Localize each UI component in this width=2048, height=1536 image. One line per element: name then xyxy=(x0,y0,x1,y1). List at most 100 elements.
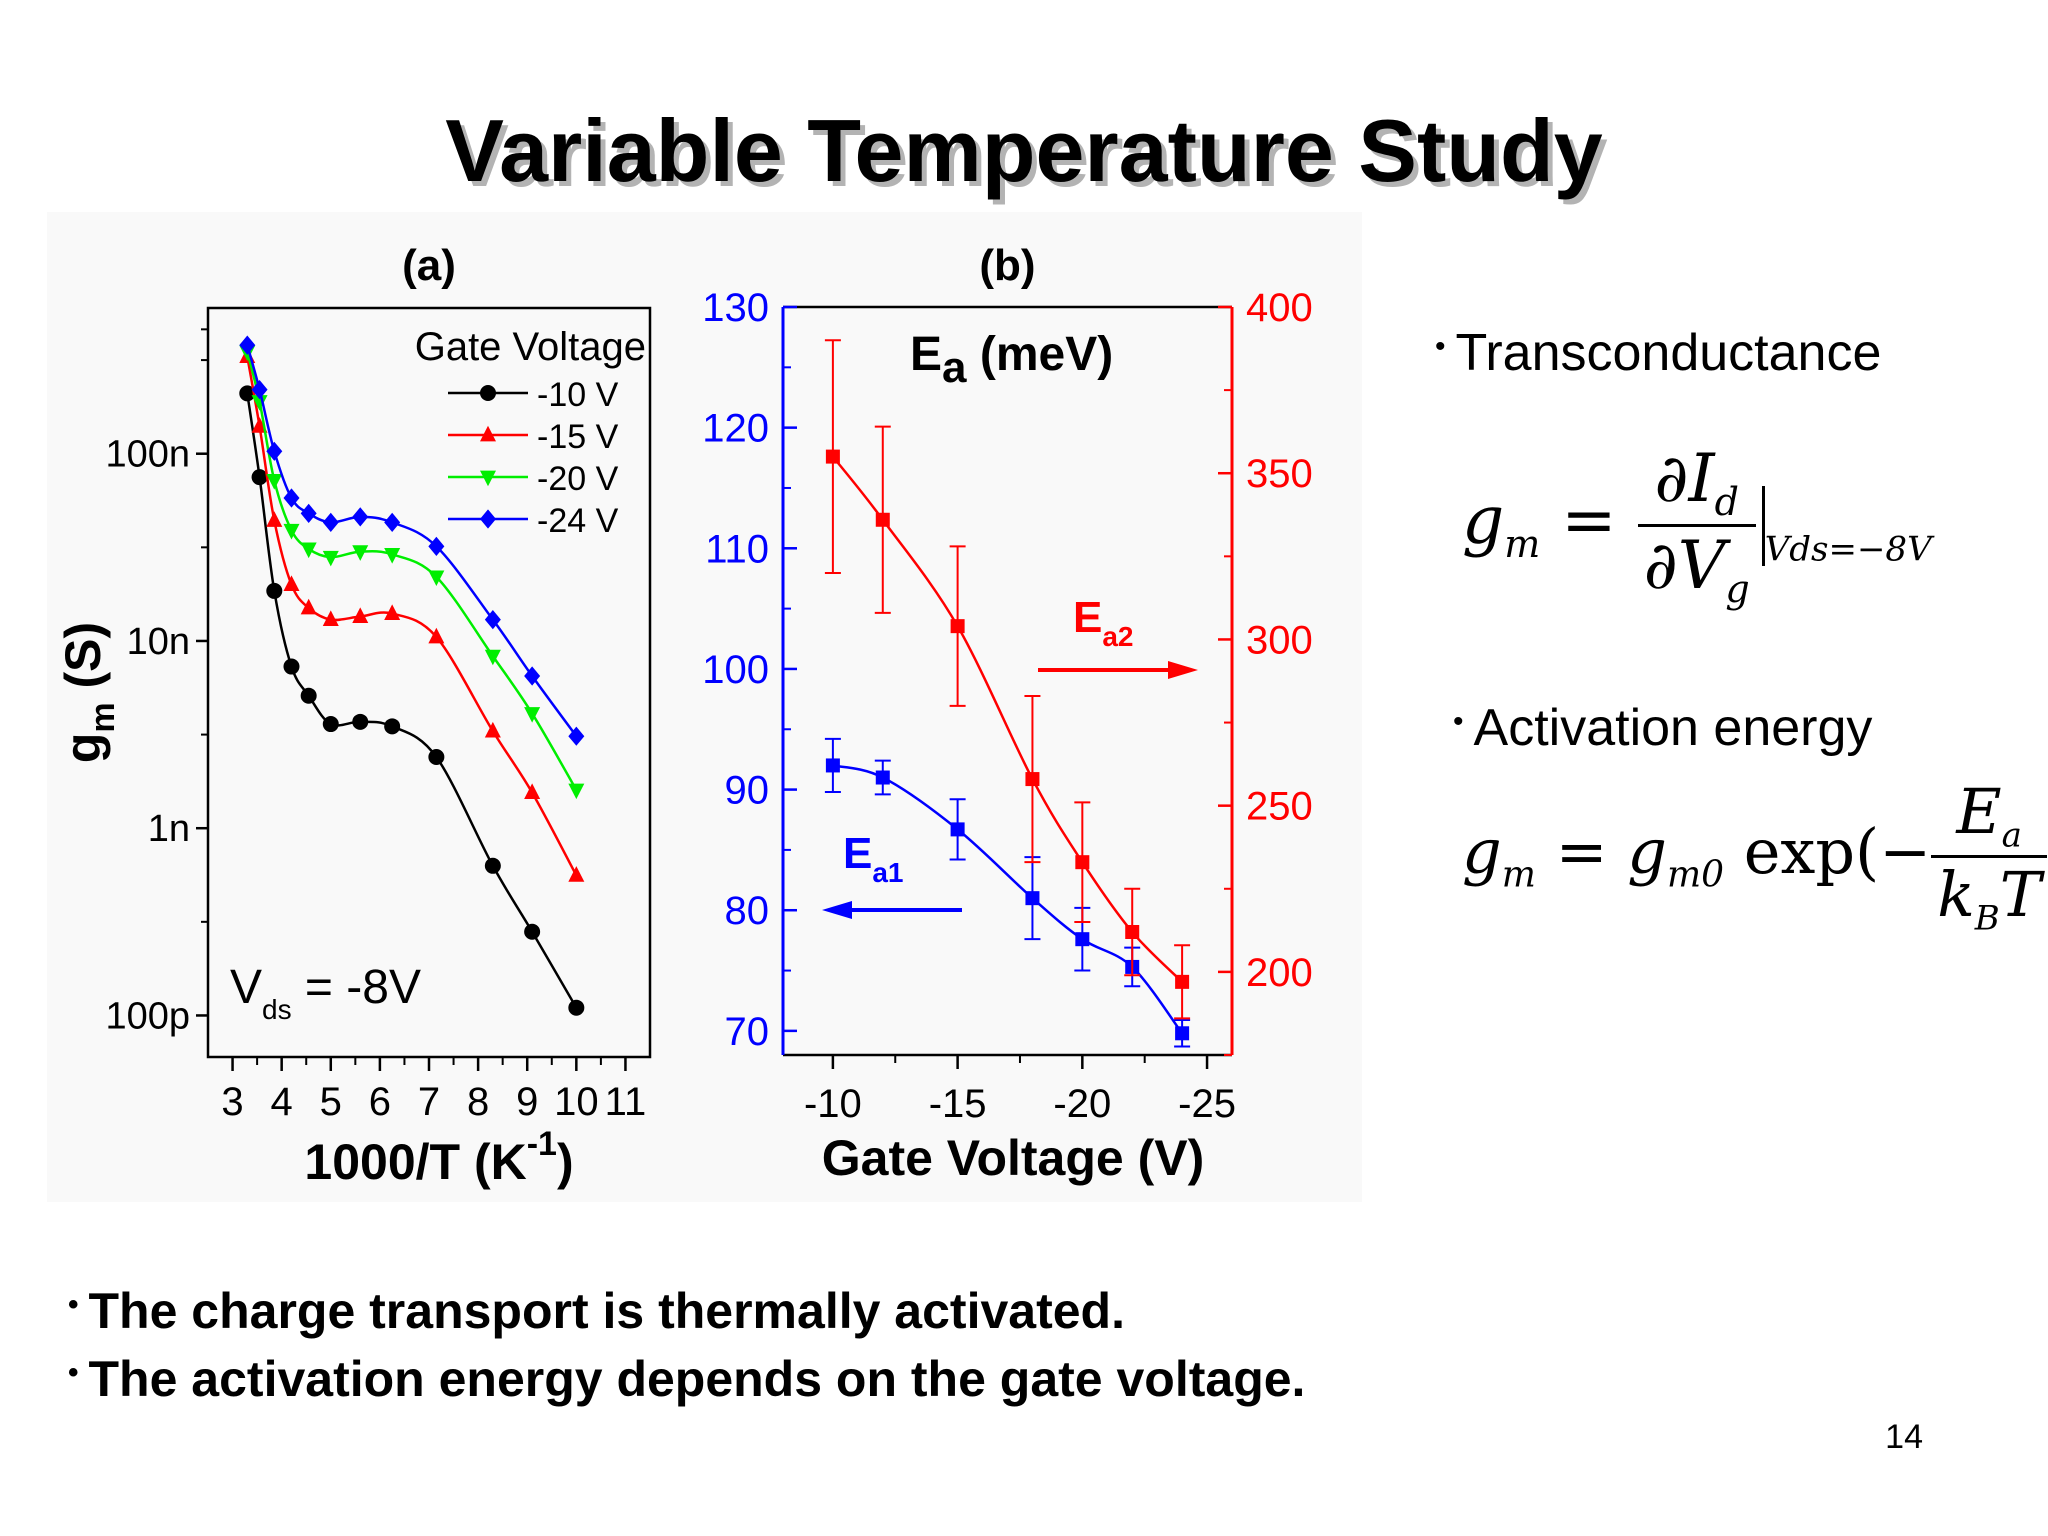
panel-a-data-point xyxy=(352,713,369,730)
bullet-bottom-1-text: The charge transport is thermally activa… xyxy=(88,1283,1125,1339)
panel-b-left-tick-label: 130 xyxy=(702,286,769,330)
panel-a-x-tick-label: 3 xyxy=(221,1080,243,1124)
panel-b-data-point xyxy=(1075,855,1090,870)
bullet-transconductance-text: Transconductance xyxy=(1455,324,1882,382)
panel-b-right-tick-label: 250 xyxy=(1246,785,1313,829)
bullet-transconductance: • Transconductance xyxy=(1435,324,1882,382)
panel-b-right-tick-label: 350 xyxy=(1246,452,1313,496)
eq2-rhs: g xyxy=(1627,815,1667,889)
panel-a-data-point xyxy=(283,575,300,591)
panel-b-right-tick-label: 200 xyxy=(1246,951,1313,995)
panel-a-data-point xyxy=(300,687,317,704)
panel-b-right-tick-label: 400 xyxy=(1246,286,1313,330)
panel-a-data-point xyxy=(524,783,541,799)
panel-a-data-point xyxy=(352,507,369,527)
panel-a-data-point xyxy=(568,866,585,882)
panel-a-data-point xyxy=(428,536,445,556)
eq1-num-sub: d xyxy=(1714,480,1739,525)
panel-a-data-point xyxy=(266,474,283,490)
panel-a-x-tick-label: 7 xyxy=(418,1080,440,1124)
panel-a-y-axis-label: gm (S) xyxy=(55,622,122,763)
eq1-lhs: g xyxy=(1462,481,1505,559)
panel-b-series-label-ea2: Ea2 xyxy=(1073,593,1134,652)
panel-a-data-point xyxy=(239,385,256,402)
bullet-activation-energy: • Activation energy xyxy=(1453,699,1873,757)
panel-a-x-tick-label: 6 xyxy=(369,1080,391,1124)
panel-a-data-point xyxy=(352,545,369,561)
panel-a-data-point xyxy=(484,721,501,738)
panel-b-data-point xyxy=(1125,924,1140,939)
panel-a-data-point xyxy=(266,511,283,527)
panel-a-data-point xyxy=(524,666,541,686)
panel-a-data-point xyxy=(266,441,283,461)
slide-title: Variable Temperature Study xyxy=(445,101,1603,200)
panel-b-data-point xyxy=(825,758,840,773)
panel-b-left-tick-label: 120 xyxy=(702,407,769,451)
panel-a-legend-marker xyxy=(480,509,496,529)
panel-b-left-tick-label: 110 xyxy=(705,527,769,571)
panel-a-data-point xyxy=(384,512,401,532)
panel-a-legend-label: -20 V xyxy=(537,460,619,498)
panel-a-data-point xyxy=(300,542,317,559)
panel-a-x-tick-label: 9 xyxy=(516,1080,538,1124)
eq2-lhs-sub: m xyxy=(1501,854,1536,896)
panel-a-y-tick-label: 1n xyxy=(148,808,190,850)
bullet-bottom-1: • The charge transport is thermally activ… xyxy=(68,1283,1125,1339)
panel-a-y-tick-label: 100n xyxy=(105,434,190,476)
panel-a-x-tick-label: 4 xyxy=(271,1080,293,1124)
panel-a-series-line xyxy=(246,393,578,1009)
panel-b-data-point xyxy=(1025,891,1040,906)
panel-a-x-tick-label: 5 xyxy=(320,1080,342,1124)
panel-a-data-point xyxy=(300,503,317,523)
eq1-eval: Vds=−8V xyxy=(1764,529,1932,570)
panel-a-y-tick-label: 100p xyxy=(105,995,190,1037)
panel-b-data-point xyxy=(825,449,840,464)
panel-b-x-tick-label: -15 xyxy=(929,1082,987,1126)
panel-a-data-point xyxy=(384,718,401,735)
eq1-den: ∂V xyxy=(1643,527,1726,605)
panel-a-data-point xyxy=(384,604,401,620)
bullet-bottom-2: • The activation energy depends on the ga… xyxy=(68,1351,1306,1407)
panel-b-series-line xyxy=(832,764,1184,1035)
panel-a-data-point xyxy=(322,610,339,627)
panel-a-legend-title: Gate Voltage xyxy=(415,325,646,369)
panel-b-data-point xyxy=(875,512,890,527)
panel-b-data-point xyxy=(1175,974,1190,989)
panel-b-left-tick-label: 100 xyxy=(702,648,769,692)
panel-b-label: (b) xyxy=(979,241,1035,290)
panel-b-title: Ea (meV) xyxy=(910,328,1113,392)
panel-a-legend-label: -24 V xyxy=(537,502,619,540)
panel-a-data-point xyxy=(283,488,300,508)
panel-a-legend-label: -10 V xyxy=(537,376,619,414)
panel-a-data-point xyxy=(484,857,501,874)
panel-b-series-label-ea1: Ea1 xyxy=(843,829,904,888)
panel-a-y-tick-label: 10n xyxy=(127,621,190,663)
panel-a-legend-marker xyxy=(480,470,496,487)
panel-a-data-point xyxy=(428,749,445,766)
eq1-num: ∂I xyxy=(1654,440,1715,517)
eq2-num: E xyxy=(1956,775,2002,848)
panel-a-legend-marker xyxy=(480,385,496,401)
panel-a-data-point xyxy=(568,783,585,800)
panel-a-data-point xyxy=(322,716,339,733)
panel-a-data-point xyxy=(322,512,339,532)
eq2-rhs-sub: m0 xyxy=(1666,854,1724,896)
panel-b-x-tick-label: -20 xyxy=(1053,1082,1111,1126)
panel-a-data-point xyxy=(352,607,369,623)
panel-a-data-point xyxy=(384,547,401,564)
panel-a-data-point xyxy=(239,335,256,355)
panel-a-vds-annotation: Vds = -8V xyxy=(230,961,421,1025)
panel-b-data-point xyxy=(1075,932,1090,947)
page-number: 14 xyxy=(1885,1418,1923,1456)
panel-b-arrowhead-ea1 xyxy=(822,901,852,919)
bullet-bottom-2-text: The activation energy depends on the gat… xyxy=(88,1351,1306,1407)
panel-a-data-point xyxy=(251,379,268,400)
eq1-lhs-sub: m xyxy=(1504,521,1541,566)
eq1-fraction: ∂Id ∂Vg xyxy=(1637,440,1756,611)
panel-a-data-point xyxy=(283,523,300,540)
eq2-func: exp(− xyxy=(1743,815,1932,889)
panel-b-left-tick-label: 80 xyxy=(725,889,770,933)
panel-b-right-tick-label: 300 xyxy=(1246,618,1313,662)
panel-a-data-point xyxy=(428,627,445,644)
